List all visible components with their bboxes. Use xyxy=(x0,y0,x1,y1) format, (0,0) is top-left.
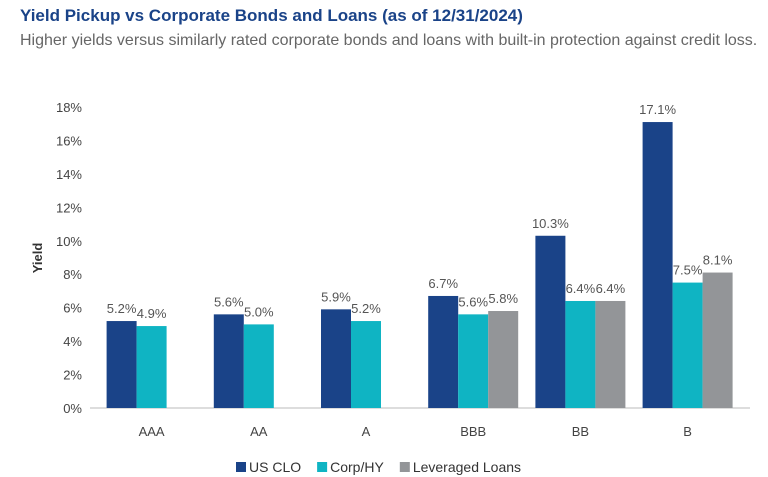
bar xyxy=(351,321,381,408)
y-tick-label: 14% xyxy=(56,167,82,182)
data-label: 5.6% xyxy=(458,294,488,309)
bar xyxy=(213,314,244,408)
data-label: 7.5% xyxy=(673,263,703,278)
data-label: 5.0% xyxy=(244,304,274,319)
bar xyxy=(565,300,596,408)
bar xyxy=(106,321,137,408)
data-label: 5.2% xyxy=(107,301,137,316)
y-tick-label: 4% xyxy=(63,334,82,349)
data-label: 6.4% xyxy=(596,281,626,296)
y-tick-label: 0% xyxy=(63,401,82,416)
legend-label: Corp/HY xyxy=(330,459,384,475)
legend-label: Leveraged Loans xyxy=(413,459,521,475)
bar xyxy=(243,324,274,408)
data-label: 5.6% xyxy=(214,294,244,309)
x-tick-label: AAA xyxy=(139,424,165,439)
x-tick-label: B xyxy=(683,424,692,439)
y-tick-label: 16% xyxy=(56,133,82,148)
data-label: 5.2% xyxy=(351,301,381,316)
y-tick-label: 10% xyxy=(56,234,82,249)
y-axis-label: Yield xyxy=(30,243,45,274)
legend-swatch xyxy=(236,462,246,472)
data-label: 5.9% xyxy=(321,289,351,304)
bar xyxy=(672,282,703,408)
bar xyxy=(428,295,459,408)
legend-swatch xyxy=(399,462,410,472)
y-tick-label: 8% xyxy=(63,267,82,282)
bar xyxy=(702,272,733,408)
bar xyxy=(488,311,519,408)
y-tick-label: 18% xyxy=(56,100,82,115)
x-tick-label: BBB xyxy=(460,424,486,439)
data-label: 10.3% xyxy=(532,216,569,231)
y-tick-label: 12% xyxy=(56,200,82,215)
data-label: 4.9% xyxy=(137,306,167,321)
bar xyxy=(535,235,566,408)
data-label: 8.1% xyxy=(703,253,733,268)
bar xyxy=(136,326,167,408)
bar xyxy=(321,309,351,408)
bar xyxy=(595,300,626,408)
x-tick-label: A xyxy=(362,424,371,439)
legend-label: US CLO xyxy=(249,459,301,475)
legend-swatch xyxy=(317,462,328,472)
y-tick-label: 2% xyxy=(63,368,82,383)
bar xyxy=(642,122,673,409)
y-tick-label: 6% xyxy=(63,301,82,316)
chart-title: Yield Pickup vs Corporate Bonds and Loan… xyxy=(20,6,523,25)
data-label: 5.8% xyxy=(488,291,518,306)
data-label: 17.1% xyxy=(639,102,676,117)
x-tick-label: BB xyxy=(572,424,589,439)
data-label: 6.4% xyxy=(566,281,596,296)
data-label: 6.7% xyxy=(428,276,458,291)
bar xyxy=(458,314,489,408)
x-tick-label: AA xyxy=(250,424,268,439)
chart-subtitle: Higher yields versus similarly rated cor… xyxy=(20,32,758,49)
